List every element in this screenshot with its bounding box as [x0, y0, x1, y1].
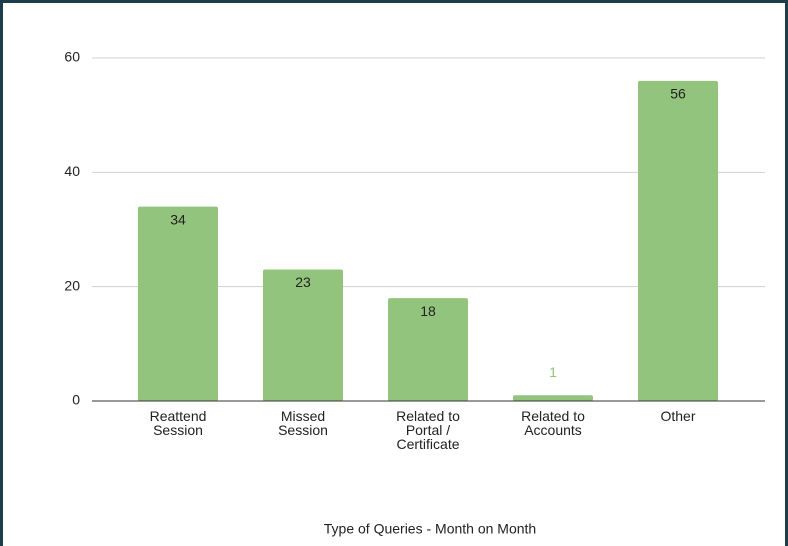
- bar: [513, 395, 593, 401]
- x-tick-label: Other: [660, 408, 695, 424]
- x-tick-label: Related to Accounts: [521, 408, 585, 438]
- bar: [388, 298, 468, 401]
- x-tick-label: Missed Session: [278, 408, 328, 438]
- y-tick-label: 40: [64, 163, 80, 179]
- y-tick-label: 60: [64, 49, 80, 65]
- y-tick-label: 0: [72, 392, 80, 408]
- bar: [263, 269, 343, 401]
- value-label: 1: [549, 364, 557, 380]
- x-tick-label: Reattend Session: [150, 408, 207, 438]
- value-label: 56: [670, 86, 686, 102]
- value-label: 18: [420, 303, 436, 319]
- x-axis-title: Type of Queries - Month on Month: [324, 521, 536, 537]
- bar: [638, 80, 718, 401]
- value-label: 34: [170, 211, 186, 227]
- x-tick-label: Related to Portal / Certificate: [396, 408, 460, 452]
- y-tick-label: 20: [64, 277, 80, 293]
- value-label: 23: [295, 274, 311, 290]
- bar: [138, 206, 218, 401]
